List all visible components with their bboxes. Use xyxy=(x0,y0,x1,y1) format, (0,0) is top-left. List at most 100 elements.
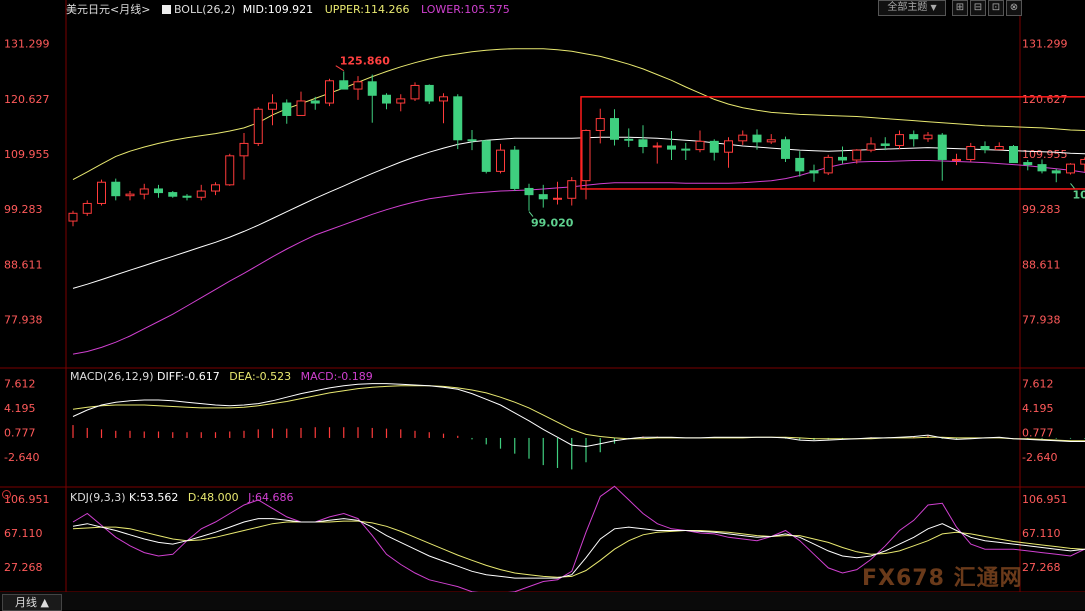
candle-body xyxy=(383,95,391,103)
annotation-label: 104.460 xyxy=(1073,188,1085,201)
candle-body xyxy=(554,198,562,199)
price-y-tick-right: 109.955 xyxy=(1022,148,1068,161)
candle-body xyxy=(269,103,277,109)
price-y-tick-left: 99.283 xyxy=(4,203,43,216)
candle-body xyxy=(112,182,120,195)
kdj-y-tick-right: 106.951 xyxy=(1022,493,1068,506)
annotation-label: 99.020 xyxy=(531,217,574,230)
candle-body xyxy=(155,189,163,193)
candle-body xyxy=(169,193,177,197)
highlight-box xyxy=(581,97,1085,189)
candle-body xyxy=(824,157,832,173)
candle-body xyxy=(482,141,490,172)
price-y-tick-left: 109.955 xyxy=(4,148,50,161)
macd-y-tick-left: 0.777 xyxy=(4,426,36,439)
chevron-down-icon: ▼ xyxy=(931,3,937,12)
candle-body xyxy=(411,85,419,98)
period-label: <月线> xyxy=(110,3,150,16)
candle-body xyxy=(297,101,305,115)
candle-body xyxy=(924,135,932,139)
grid-icon: ⊞ xyxy=(956,2,964,13)
price-y-tick-right: 99.283 xyxy=(1022,203,1061,216)
macd-y-tick-right: 0.777 xyxy=(1022,426,1054,439)
candle-body xyxy=(283,103,291,115)
candle-body xyxy=(995,147,1003,150)
candle-body xyxy=(910,135,918,139)
period-button-label: 月线 ▲ xyxy=(15,596,49,609)
candle-body xyxy=(83,203,91,213)
bottom-bar xyxy=(0,592,1085,610)
close-icon: ⊗ xyxy=(1010,2,1018,13)
price-y-tick-left: 77.938 xyxy=(4,314,43,327)
macd-y-tick-right: 4.195 xyxy=(1022,402,1054,415)
candle-body xyxy=(126,194,134,196)
candle-body xyxy=(69,213,77,221)
candle-body xyxy=(867,144,875,150)
kdj-y-tick-right: 27.268 xyxy=(1022,561,1061,574)
candle-body xyxy=(354,82,362,89)
boll-icon xyxy=(162,5,171,14)
candle-body xyxy=(696,141,704,149)
theme-select-label: 全部主题 xyxy=(887,2,927,13)
kdj-header: KDJ(9,3,3) K:53.562 D:48.000 J:64.686 xyxy=(70,491,294,504)
candle-body xyxy=(967,147,975,160)
candle-body xyxy=(981,147,989,150)
candle-body xyxy=(1038,165,1046,171)
settings-icon[interactable] xyxy=(2,490,11,499)
candle-body xyxy=(140,189,148,194)
candle-body xyxy=(739,135,747,141)
layout-two-button[interactable]: ⊟ xyxy=(970,0,986,16)
candle-body xyxy=(497,150,505,171)
maximize-icon: ⊡ xyxy=(992,2,1000,13)
candle-body xyxy=(611,119,619,140)
price-y-tick-right: 131.299 xyxy=(1022,38,1068,51)
candle-body xyxy=(896,135,904,146)
macd-diff: DIFF:-0.617 xyxy=(157,370,220,383)
candle-body xyxy=(440,97,448,101)
period-button[interactable]: 月线 ▲ xyxy=(2,594,62,611)
kdj-d: D:48.000 xyxy=(188,491,239,504)
layout-three-button[interactable]: ⊡ xyxy=(988,0,1004,16)
price-y-tick-left: 120.627 xyxy=(4,93,50,106)
candle-body xyxy=(796,158,804,170)
boll-upper: UPPER:114.266 xyxy=(325,3,410,16)
candle-body xyxy=(682,149,690,150)
kdj-j: J:64.686 xyxy=(248,491,293,504)
boll-lower: LOWER:105.575 xyxy=(421,3,510,16)
candle-body xyxy=(1052,171,1060,173)
macd-y-tick-right: -2.640 xyxy=(1022,451,1057,464)
candle-body xyxy=(810,171,818,173)
theme-select-button[interactable]: 全部主题 ▼ xyxy=(878,0,946,16)
macd-y-tick-left: 7.612 xyxy=(4,378,36,391)
kdj-y-tick-left: 27.268 xyxy=(4,561,43,574)
candle-body xyxy=(183,196,191,197)
candle-body xyxy=(625,139,633,140)
symbol-name: 美元日元 xyxy=(66,3,110,16)
candle-body xyxy=(468,140,476,141)
candle-body xyxy=(240,143,248,155)
layout-one-button[interactable]: ⊞ xyxy=(952,0,968,16)
candle-body xyxy=(311,101,319,103)
boll-mid: MID:109.921 xyxy=(243,3,313,16)
candle-body xyxy=(782,140,790,159)
close-panel-button[interactable]: ⊗ xyxy=(1006,0,1022,16)
candle-body xyxy=(326,81,334,103)
candle-body xyxy=(639,140,647,147)
macd-value: MACD:-0.189 xyxy=(301,370,373,383)
price-y-tick-left: 88.611 xyxy=(4,258,43,271)
candle-body xyxy=(1081,159,1085,164)
candle-body xyxy=(725,141,733,152)
annotation-label: 125.860 xyxy=(340,55,390,68)
candle-body xyxy=(397,99,405,103)
watermark: FX678 汇通网 xyxy=(862,560,1023,592)
candle-body xyxy=(340,81,348,89)
macd-dea-line xyxy=(73,386,1085,442)
candle-body xyxy=(653,146,661,147)
candle-body xyxy=(197,191,205,197)
candle-body xyxy=(767,140,775,142)
macd-y-tick-left: -2.640 xyxy=(4,451,39,464)
macd-label: MACD(26,12,9) xyxy=(70,370,154,383)
kdj-y-tick-left: 67.110 xyxy=(4,527,43,540)
price-y-tick-right: 88.611 xyxy=(1022,258,1061,271)
